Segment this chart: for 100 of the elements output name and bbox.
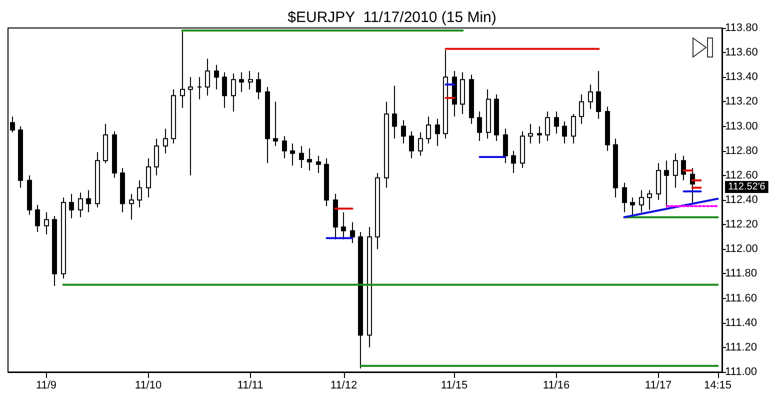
chart-title: $EURJPY 11/17/2010 (15 Min) (288, 9, 496, 26)
candlestick (656, 162, 661, 200)
candlestick (647, 190, 652, 210)
x-tick-label: 11/17 (644, 380, 672, 392)
candlestick (316, 155, 321, 174)
candlestick (299, 145, 304, 169)
candlestick (681, 155, 686, 181)
x-tick-label: 11/16 (542, 380, 570, 392)
candlestick (622, 182, 627, 213)
candlestick (375, 172, 380, 250)
candlestick (613, 138, 618, 198)
candlestick (571, 114, 576, 144)
candlestick (435, 118, 440, 146)
candlestick (103, 123, 108, 164)
y-tick-label: 113.00 (725, 120, 758, 132)
x-tick-label: 14:15 (704, 380, 732, 392)
candlestick (248, 70, 253, 90)
candlestick (95, 152, 100, 208)
y-tick-label: 111.20 (725, 341, 758, 354)
candlestick (460, 72, 465, 114)
candlestick (112, 130, 117, 178)
x-tick-label: 11/12 (330, 380, 358, 392)
candlestick (290, 142, 295, 166)
y-tick-label: 112.60 (725, 169, 758, 182)
candlestick (205, 58, 210, 96)
y-tick-label: 111.80 (725, 268, 758, 280)
candlestick (520, 130, 525, 169)
candlestick (18, 126, 23, 188)
candlestick (494, 94, 499, 142)
candlestick (418, 132, 423, 156)
candlestick (180, 31, 185, 108)
candlestick (137, 180, 142, 208)
candlestick (44, 212, 49, 235)
candlestick (35, 204, 40, 232)
candlestick (537, 126, 542, 144)
candlestick (477, 111, 482, 142)
candlestick (197, 76, 202, 100)
candlestick (554, 111, 559, 134)
candlestick (639, 190, 644, 213)
candlestick (443, 50, 448, 140)
candlestick (596, 70, 601, 120)
y-tick-label: 113.20 (725, 96, 758, 108)
candlestick (664, 160, 669, 208)
candlestick (146, 158, 151, 198)
candlestick (222, 72, 227, 108)
y-tick-label: 113.80 (725, 22, 758, 34)
candlestick (367, 226, 372, 348)
y-tick-label: 111.60 (725, 292, 758, 304)
candlestick (528, 123, 533, 144)
candlestick (52, 215, 57, 286)
candlestick (129, 193, 134, 220)
candlestick (605, 106, 610, 152)
candlestick (469, 74, 474, 124)
candlestick (503, 128, 508, 164)
candlestick (690, 168, 695, 203)
y-tick-label: 112.40 (725, 194, 758, 206)
candlestick (452, 70, 457, 117)
candlestick (265, 86, 270, 164)
candlestick (78, 192, 83, 218)
candlestick (486, 88, 491, 140)
candlestick (511, 150, 516, 174)
candlestick (188, 76, 193, 176)
candlestick (163, 128, 168, 154)
y-tick-label: 111.40 (725, 316, 758, 329)
candlestick (10, 116, 15, 133)
candlestick (333, 193, 338, 240)
x-tick-label: 11/11 (237, 380, 264, 392)
candlestick (409, 130, 414, 159)
candlestick (426, 116, 431, 144)
candlestick (307, 148, 312, 172)
x-tick-label: 11/9 (36, 380, 57, 392)
y-tick-label: 113.40 (725, 71, 758, 84)
candlestick (273, 101, 278, 146)
candlestick (231, 72, 236, 112)
y-tick-label: 111.00 (725, 366, 758, 378)
candlestick (282, 136, 287, 159)
candlestick (86, 190, 91, 213)
candlestick (154, 138, 159, 176)
text: 112.52'6 (728, 182, 766, 192)
x-tick-label: 11/15 (440, 380, 468, 392)
candlestick (350, 222, 355, 244)
candlestick (358, 231, 363, 369)
candlestick (171, 88, 176, 144)
candlestick (214, 64, 219, 90)
candlestick (673, 152, 678, 188)
candlestick (324, 158, 329, 207)
candlestick (239, 72, 244, 92)
candlestick (545, 111, 550, 142)
y-tick-label: 112.20 (725, 218, 758, 231)
y-tick-label: 112.00 (725, 243, 758, 256)
y-tick-label: 113.60 (725, 46, 758, 59)
candlestick (562, 120, 567, 144)
candlestick (579, 94, 584, 124)
candlestick (69, 193, 74, 219)
candlestick (384, 101, 389, 188)
candlestick (392, 85, 397, 140)
y-tick-label: 112.80 (725, 144, 758, 157)
candlestick (256, 72, 261, 100)
candlestick (588, 84, 593, 110)
candlestick (27, 174, 32, 216)
